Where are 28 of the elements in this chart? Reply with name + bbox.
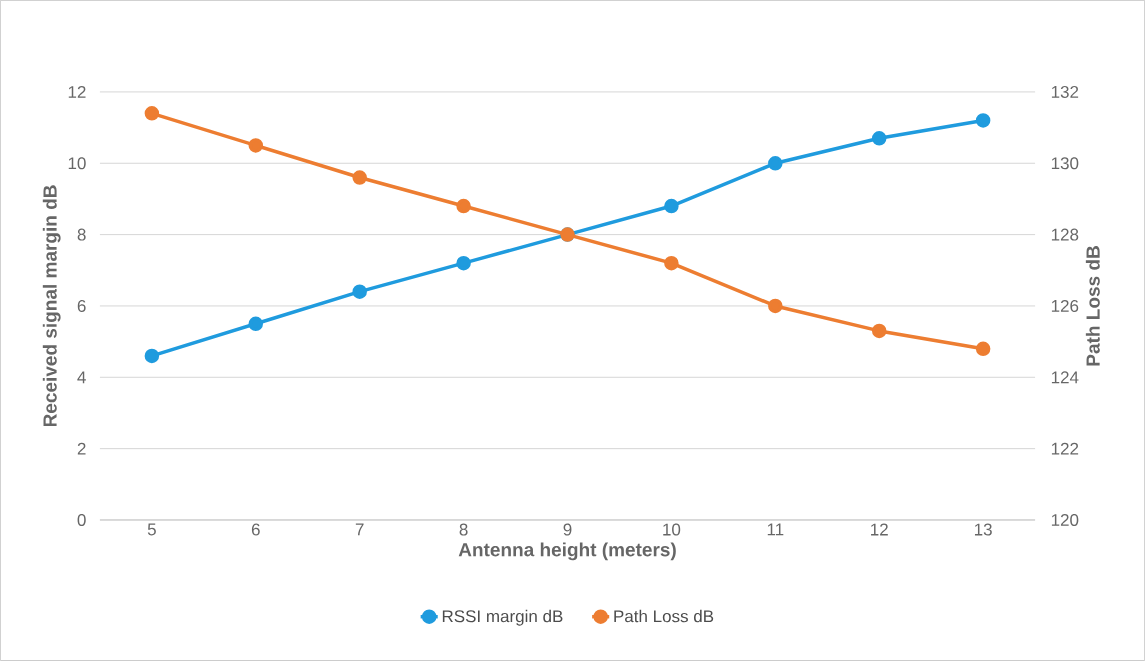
- x-tick-label: 8: [459, 523, 468, 536]
- y2-tick-label: 122: [1051, 442, 1079, 455]
- x-tick-label: 13: [974, 523, 992, 536]
- x-tick-label: 5: [147, 523, 156, 536]
- y-tick-label: 12: [68, 86, 86, 98]
- y-tick-label: 8: [77, 228, 86, 241]
- x-axis-title: Antenna height (meters): [458, 542, 676, 561]
- y-tick-label: 4: [77, 371, 86, 384]
- y2-tick-label: 128: [1051, 228, 1079, 241]
- y-tick-label: 2: [77, 442, 86, 455]
- y2-tick-label: 120: [1051, 514, 1079, 527]
- x-tick-label: 10: [663, 523, 681, 536]
- x-tick-label: 12: [871, 523, 888, 536]
- legend-label: Path Loss dB: [614, 609, 714, 623]
- y2-tick-label: 126: [1051, 299, 1079, 313]
- x-tick-label: 11: [767, 523, 784, 536]
- y2-axis-title: Path Loss dB: [1085, 246, 1100, 366]
- x-tick-label: 9: [563, 523, 572, 536]
- x-tick-label: 6: [251, 523, 260, 536]
- y2-tick-label: 130: [1051, 157, 1079, 170]
- x-tick-label: 7: [355, 523, 364, 536]
- y-axis-title: Received signal margin dB: [42, 185, 61, 427]
- y-tick-label: 6: [77, 299, 86, 313]
- y-tick-label: 0: [77, 514, 86, 527]
- y2-tick-label: 124: [1051, 371, 1079, 384]
- y-tick-label: 10: [68, 157, 86, 170]
- y2-tick-label: 132: [1051, 85, 1079, 98]
- legend-label: RSSI margin dB: [442, 609, 563, 626]
